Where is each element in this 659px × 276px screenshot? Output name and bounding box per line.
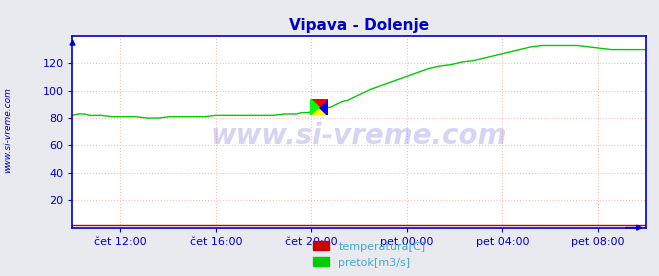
Polygon shape (319, 99, 328, 115)
Polygon shape (310, 99, 319, 115)
Title: Vipava - Dolenje: Vipava - Dolenje (289, 18, 429, 33)
Text: www.si-vreme.com: www.si-vreme.com (3, 87, 13, 173)
Legend: temperatura[C], pretok[m3/s]: temperatura[C], pretok[m3/s] (313, 241, 425, 268)
Text: www.si-vreme.com: www.si-vreme.com (211, 122, 507, 150)
Polygon shape (310, 99, 328, 107)
Polygon shape (310, 107, 328, 115)
